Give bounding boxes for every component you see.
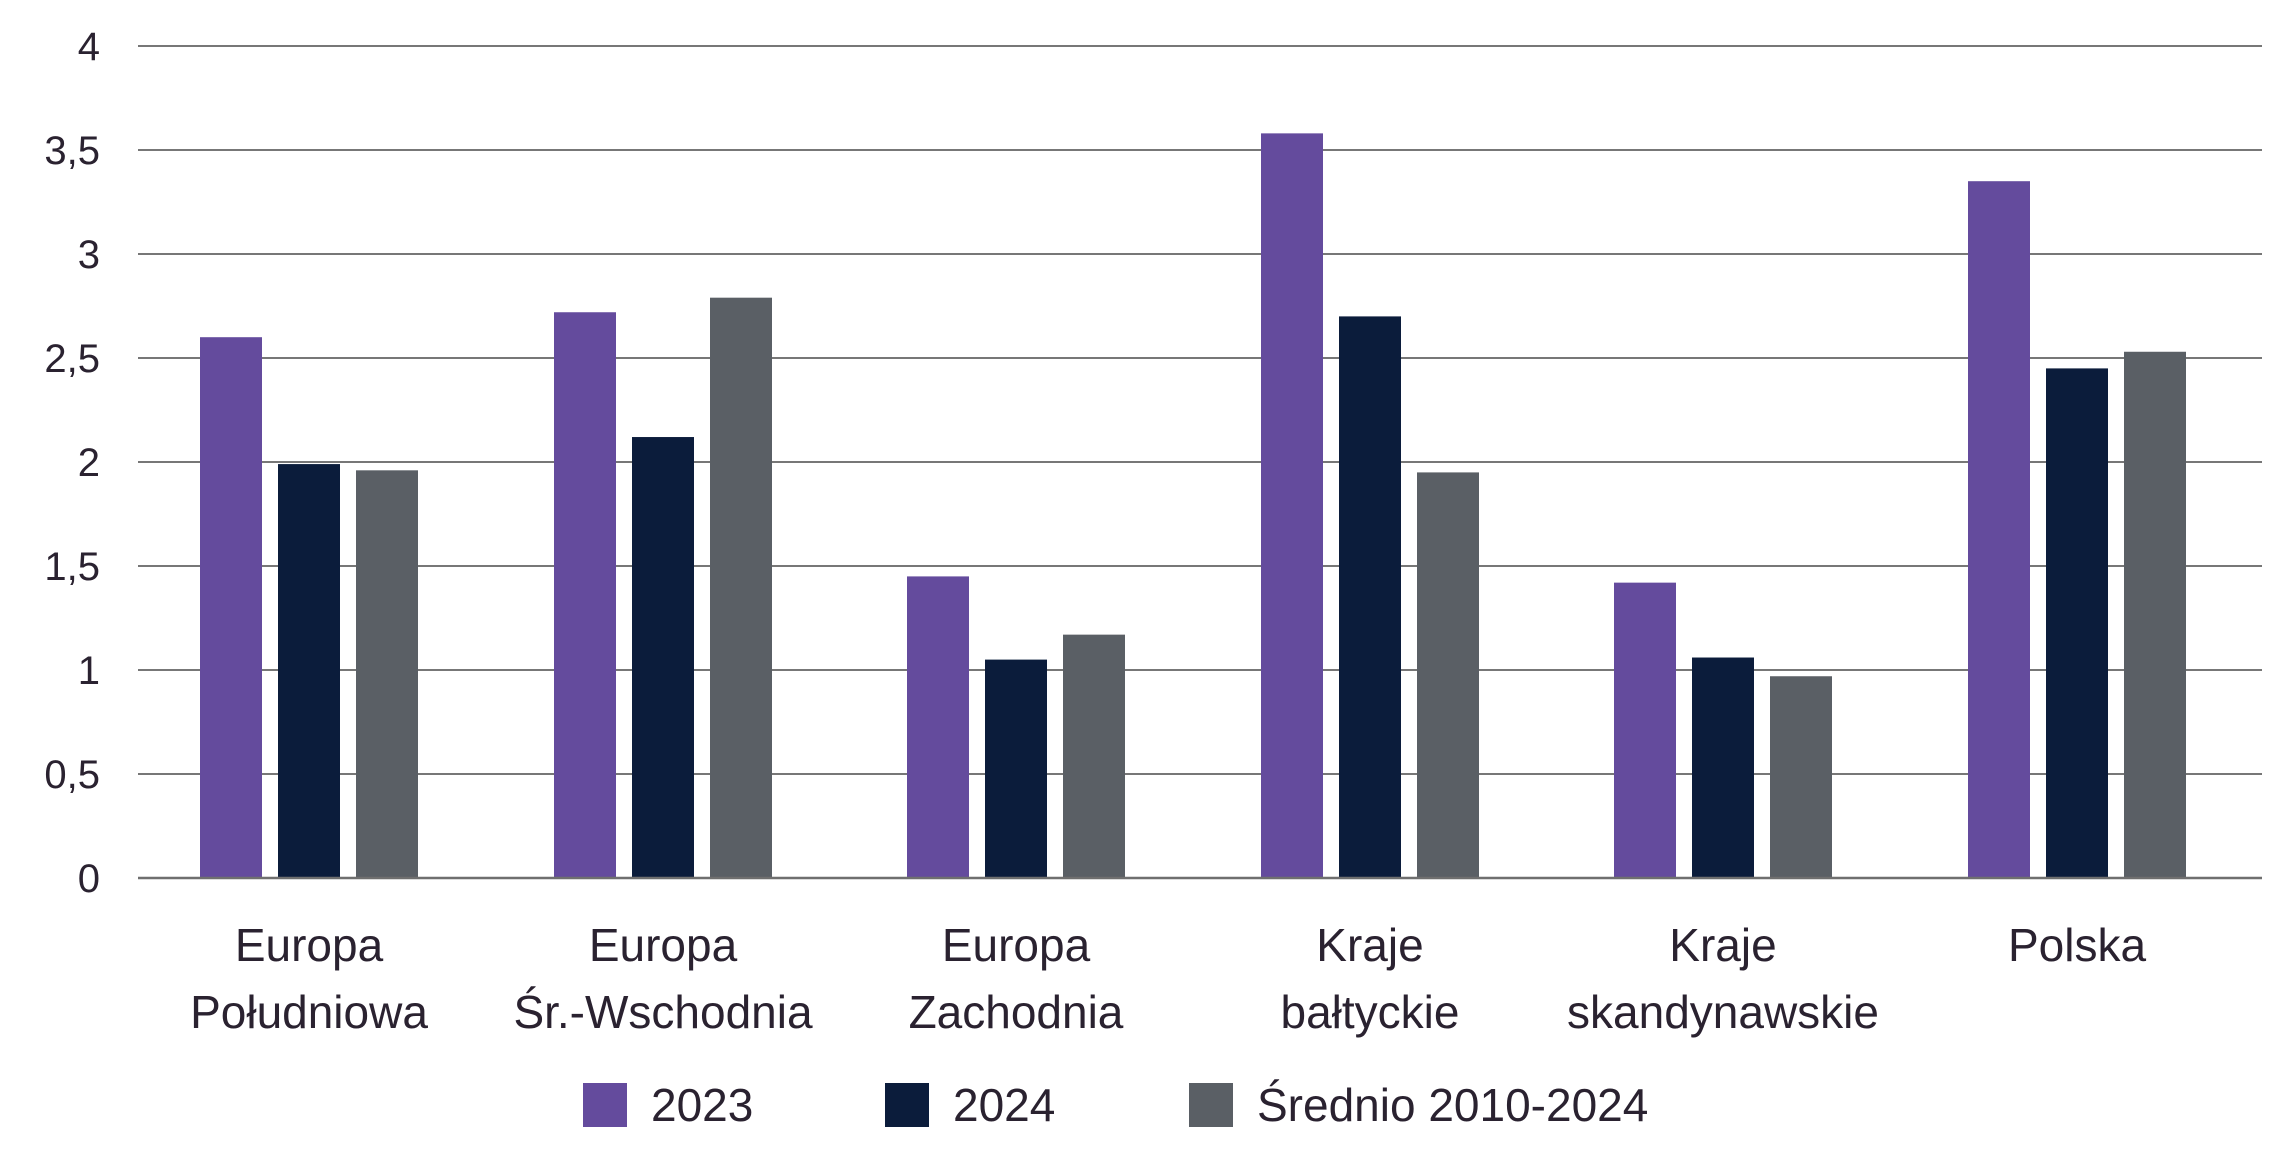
y-tick-label: 0 [78,857,100,901]
legend-swatch [1189,1083,1233,1127]
bar-2024-3 [985,659,1047,878]
bar-2023-5 [1614,582,1676,878]
bar-2023-6 [1968,181,2030,878]
bar-średnio-2010-2024-2 [710,297,772,878]
legend-label: Średnio 2010-2024 [1257,1079,1648,1131]
bar-średnio-2010-2024-4 [1417,472,1479,878]
bar-2023-1 [200,337,262,878]
y-tick-label: 2 [78,441,100,485]
legend-swatch [583,1083,627,1127]
y-tick-label: 1 [78,649,100,693]
legend-label: 2023 [651,1079,753,1131]
bar-średnio-2010-2024-3 [1063,634,1125,878]
category-label: Śr.-Wschodnia [513,986,813,1038]
category-label: Zachodnia [909,986,1124,1038]
legend-label: 2024 [953,1079,1055,1131]
legend-swatch [885,1083,929,1127]
bars [200,133,2186,879]
y-tick-label: 3,5 [44,129,100,173]
category-label: Południowa [190,986,428,1038]
category-label: Kraje [1316,919,1423,971]
bar-2023-3 [907,576,969,878]
bar-średnio-2010-2024-5 [1770,676,1832,878]
bar-2024-4 [1339,316,1401,878]
y-tick-label: 1,5 [44,545,100,589]
y-tick-label: 3 [78,233,100,277]
category-label: bałtyckie [1281,986,1460,1038]
y-tick-label: 4 [78,25,100,69]
y-tick-label: 0,5 [44,753,100,797]
category-label: Europa [235,919,384,971]
y-axis-ticks: 0 0,5 1 1,5 2 2,5 3 3,5 4 [44,25,100,901]
category-label: Polska [2008,919,2146,971]
y-tick-label: 2,5 [44,337,100,381]
gridlines [138,45,2262,775]
bar-2024-2 [632,437,694,878]
bar-średnio-2010-2024-6 [2124,351,2186,878]
bar-średnio-2010-2024-1 [356,470,418,878]
category-label: Europa [589,919,738,971]
category-labels: Europa Południowa Europa Śr.-Wschodnia Europ… [190,919,2146,1038]
bar-2023-2 [554,312,616,878]
category-label: skandynawskie [1567,986,1879,1038]
category-label: Europa [942,919,1091,971]
bar-2023-4 [1261,133,1323,879]
legend: 2023 2024 Średnio 2010-2024 [583,1079,1648,1131]
bar-2024-1 [278,464,340,878]
category-label: Kraje [1669,919,1776,971]
bar-2024-5 [1692,657,1754,878]
bar-2024-6 [2046,368,2108,878]
